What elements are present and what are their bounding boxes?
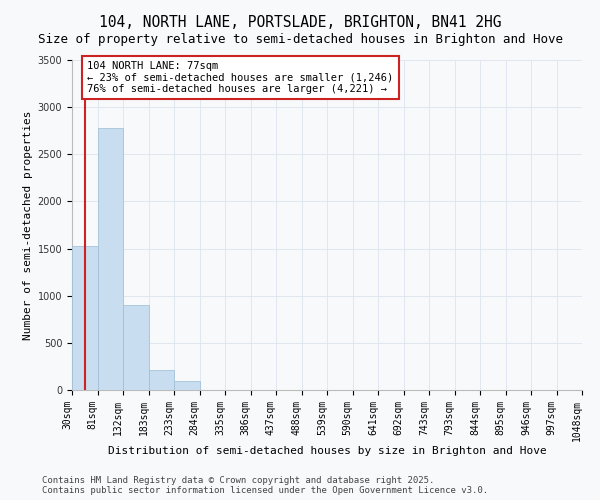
Text: 104 NORTH LANE: 77sqm
← 23% of semi-detached houses are smaller (1,246)
76% of s: 104 NORTH LANE: 77sqm ← 23% of semi-deta… [88, 61, 394, 94]
Y-axis label: Number of semi-detached properties: Number of semi-detached properties [23, 110, 34, 340]
Text: Size of property relative to semi-detached houses in Brighton and Hove: Size of property relative to semi-detach… [37, 32, 563, 46]
Text: 104, NORTH LANE, PORTSLADE, BRIGHTON, BN41 2HG: 104, NORTH LANE, PORTSLADE, BRIGHTON, BN… [99, 15, 501, 30]
Text: Contains HM Land Registry data © Crown copyright and database right 2025.
Contai: Contains HM Land Registry data © Crown c… [42, 476, 488, 495]
Bar [72, 246, 97, 390]
Bar [123, 305, 149, 390]
Bar [149, 370, 174, 390]
Bar [174, 381, 199, 390]
X-axis label: Distribution of semi-detached houses by size in Brighton and Hove: Distribution of semi-detached houses by … [107, 446, 547, 456]
Bar [97, 128, 123, 390]
